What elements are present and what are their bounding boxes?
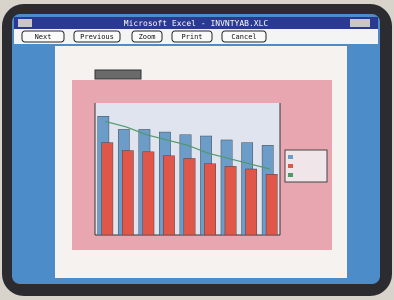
button-label[interactable]: Print [181, 33, 202, 41]
button-label[interactable]: Zoom [139, 33, 156, 41]
bar [122, 151, 133, 235]
legend [285, 150, 327, 182]
page: Microsoft Excel - INVNTYAB.XLC Next Previ… [0, 0, 394, 300]
screenshot: Microsoft Excel - INVNTYAB.XLC Next Previ… [0, 0, 394, 300]
bar [225, 166, 236, 235]
button-label[interactable]: Cancel [231, 33, 256, 41]
bar [246, 169, 257, 235]
legend-swatch [288, 164, 293, 168]
bar [163, 156, 174, 235]
button-label[interactable]: Previous [80, 33, 114, 41]
button-label[interactable]: Next [35, 33, 52, 41]
chart-title-box [95, 70, 141, 79]
control-menu[interactable] [18, 19, 32, 27]
bar [266, 174, 277, 235]
bar [184, 158, 195, 235]
bar [143, 152, 154, 235]
window-buttons[interactable] [350, 19, 370, 27]
bar [204, 164, 215, 235]
bar [102, 143, 113, 235]
legend-swatch [288, 173, 293, 177]
button-row: Next Previous Zoom Print Cancel [22, 31, 266, 42]
legend-swatch [288, 155, 293, 159]
window-title: Microsoft Excel - INVNTYAB.XLC [124, 19, 269, 28]
